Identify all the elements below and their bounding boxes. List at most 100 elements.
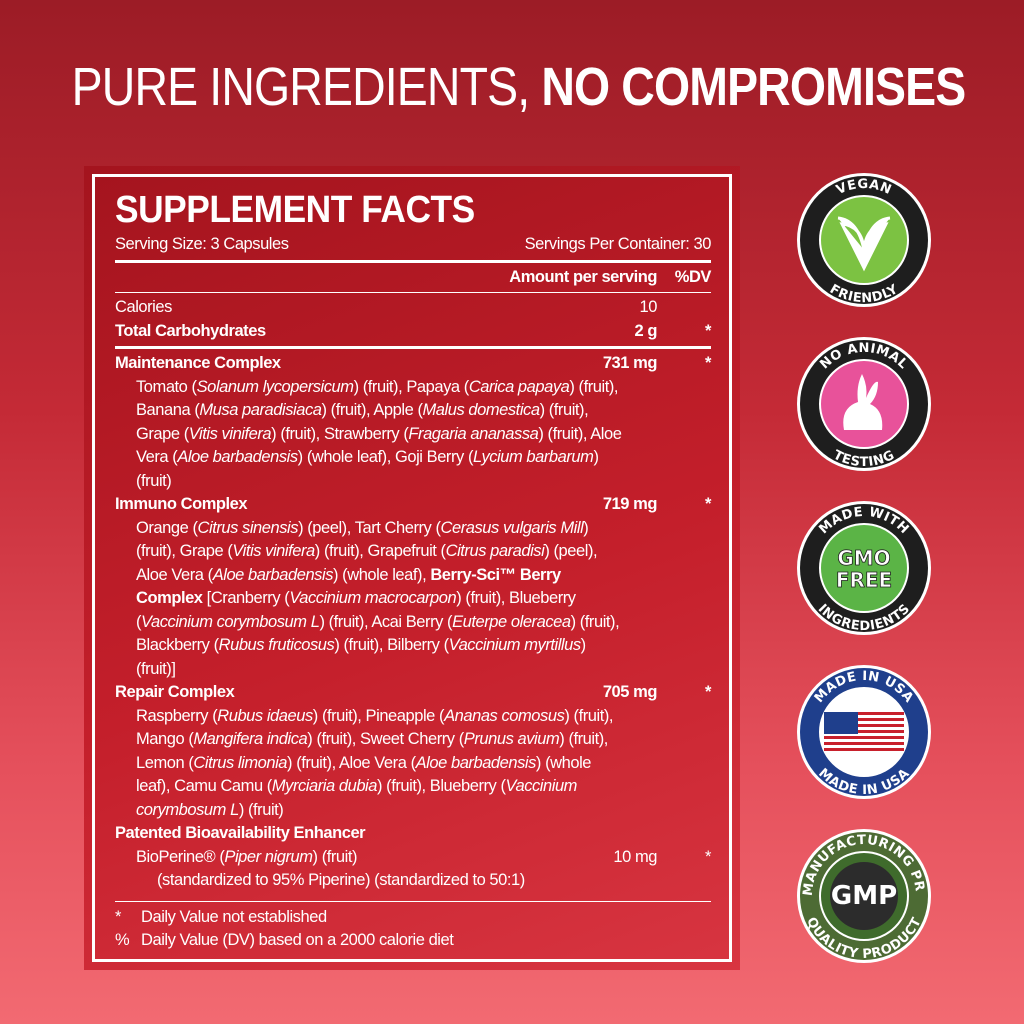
text-run: ) (fruit) [238, 800, 284, 819]
complex-row: Repair Complex 705 mg * [115, 681, 711, 705]
latin-name: Citrus limonia [193, 753, 288, 772]
latin-name: Citrus paradisi [445, 542, 545, 560]
latin-name: Citrus sinensis [197, 518, 299, 537]
badge-top: VEGAN [834, 177, 893, 198]
text-run: ) (fruit), Pineapple ( [312, 706, 445, 725]
serving-row: Serving Size: 3 Capsules Servings Per Con… [115, 233, 711, 257]
item-dv: * [705, 354, 711, 372]
item-name: Maintenance Complex [115, 354, 281, 372]
text-run: ) (fruit), Acai Berry ( [319, 612, 453, 631]
sub-complex: Berry-Sci™ Berry Complex [136, 565, 561, 608]
latin-name: Vitis vinifera [188, 424, 272, 443]
text-run: ) (whole leaf), Goji Berry ( [297, 448, 474, 466]
footnote-symbol: * [115, 907, 121, 926]
text-run: Tomato ( [136, 377, 197, 396]
text-run: ) (fruit), Blueberry ( [136, 589, 576, 631]
enhancer-note: (standardized to 95% Piperine) (standard… [157, 871, 525, 889]
latin-name: Cerasus vulgaris Mill [440, 518, 584, 537]
latin-name: Myrciaria dubia [271, 777, 378, 795]
divider [115, 900, 711, 902]
item-dv: * [705, 321, 711, 340]
gmp-core [830, 862, 898, 930]
item-amount: 705 mg [602, 683, 658, 701]
footnote: * Daily Value not established [115, 906, 711, 930]
latin-name: Prunus avium [463, 730, 560, 748]
latin-name: Aloe barbadensis [415, 753, 537, 772]
leaf-icon [837, 216, 891, 272]
nutrient-row: Calories 10 [115, 296, 711, 320]
badge-bottom: TESTING [831, 448, 897, 470]
text-run: ) (fruit), Blackberry ( [136, 612, 620, 655]
text-run: ) (whole leaf), [333, 565, 431, 584]
badge-center: FREE [836, 568, 892, 592]
text-run: ) (fruit), Grape ( [136, 518, 589, 561]
text-run: ) (fruit), Banana ( [136, 377, 619, 420]
latin-name: Vaccinium corymbosum L [136, 777, 577, 819]
serving-size: Serving Size: 3 Capsules [115, 235, 289, 253]
headline: PURE INGREDIENTS, NO COMPROMISES [71, 56, 967, 118]
latin-name: Vaccinium myrtillus [448, 636, 581, 654]
latin-name: Solanum lycopersicum [196, 377, 354, 396]
text-run: ) (fruit), Grape ( [136, 401, 589, 443]
text-run: ) (fruit), Grapefruit ( [314, 542, 446, 560]
enhancer-row: Patented Bioavailability Enhancer [115, 822, 711, 846]
supplement-facts-panel: SUPPLEMENT FACTS Serving Size: 3 Capsule… [84, 166, 740, 970]
flag-stripe [824, 730, 904, 733]
panel-title: SUPPLEMENT FACTS [115, 189, 475, 231]
badge-center: GMO [837, 546, 890, 570]
text-run: ) (fruit), Aloe Vera ( [136, 424, 622, 467]
enhancer-name: Patented Bioavailability Enhancer [115, 824, 366, 842]
enhancer-desc: BioPerine® (Piper nigrum) (fruit) [115, 846, 537, 870]
text-run: Orange ( [136, 518, 198, 537]
latin-name: Rubus idaeus [217, 706, 313, 725]
text-run: ) (peel), Tart Cherry ( [298, 518, 441, 537]
header-row: Amount per serving %DV [115, 266, 711, 290]
divider [115, 292, 711, 293]
complex-row: Immuno Complex 719 mg * [115, 493, 711, 517]
badge-core [819, 523, 909, 613]
item-amount: 731 mg [602, 354, 658, 372]
item-amount: 2 g [634, 321, 658, 340]
enhancer-amount: 10 mg [613, 847, 657, 866]
headline-light: PURE INGREDIENTS, [71, 57, 530, 117]
item-amount: 10 [639, 298, 658, 316]
headline-bold: NO COMPROMISES [541, 57, 966, 117]
badge: GOOD MANUFACTURING PRACTICEQUALITY PRODU… [797, 829, 931, 963]
badge-top-text: VEGAN [834, 177, 894, 198]
enhancer-item: BioPerine® (Piper nigrum) (fruit) 10 mg * [115, 846, 711, 870]
complex-desc: Tomato (Solanum lycopersicum) (fruit), P… [115, 376, 626, 494]
latin-name: Euterpe oleracea [452, 612, 571, 631]
text-run: ) (fruit) [136, 448, 599, 490]
latin-name: Rubus fruticosus [218, 636, 335, 654]
text-run: ) (fruit), Sweet Cherry ( [307, 730, 464, 748]
latin-name: Vaccinium corymbosum L [141, 612, 320, 631]
footnote-text: Daily Value not established [141, 907, 327, 926]
latin-name: Ananas comosus [444, 706, 565, 725]
complex-desc: Orange (Citrus sinensis) (peel), Tart Ch… [115, 517, 626, 682]
latin-name: Lycium barbarum [473, 448, 594, 466]
text-run: ) (fruit), Strawberry ( [271, 424, 409, 443]
rabbit-icon [843, 374, 883, 430]
servings-per-container: Servings Per Container: 30 [524, 235, 712, 253]
flag-stripe [824, 718, 904, 721]
badge-bottom-text: TESTING [831, 448, 898, 470]
divider [115, 259, 711, 263]
text-run: ) (fruit), Aloe Vera ( [287, 753, 416, 772]
item-dv: * [705, 495, 711, 513]
complex-desc: Raspberry (Rubus idaeus) (fruit), Pineap… [115, 705, 626, 823]
flag-stripe [824, 742, 904, 745]
item-amount: 719 mg [602, 495, 658, 513]
footnote-symbol: % [115, 931, 130, 949]
text-run: Raspberry ( [136, 706, 218, 725]
latin-name: Fragaria ananassa [408, 424, 539, 443]
text-run: ) (fruit) [312, 847, 358, 866]
latin-name: Malus domestica [422, 401, 541, 419]
latin-name: Mangifera indica [193, 730, 308, 748]
text-run: ) (fruit), Blueberry ( [376, 777, 506, 795]
flag-stripe [824, 712, 904, 715]
item-name: Total Carbohydrates [115, 321, 266, 340]
